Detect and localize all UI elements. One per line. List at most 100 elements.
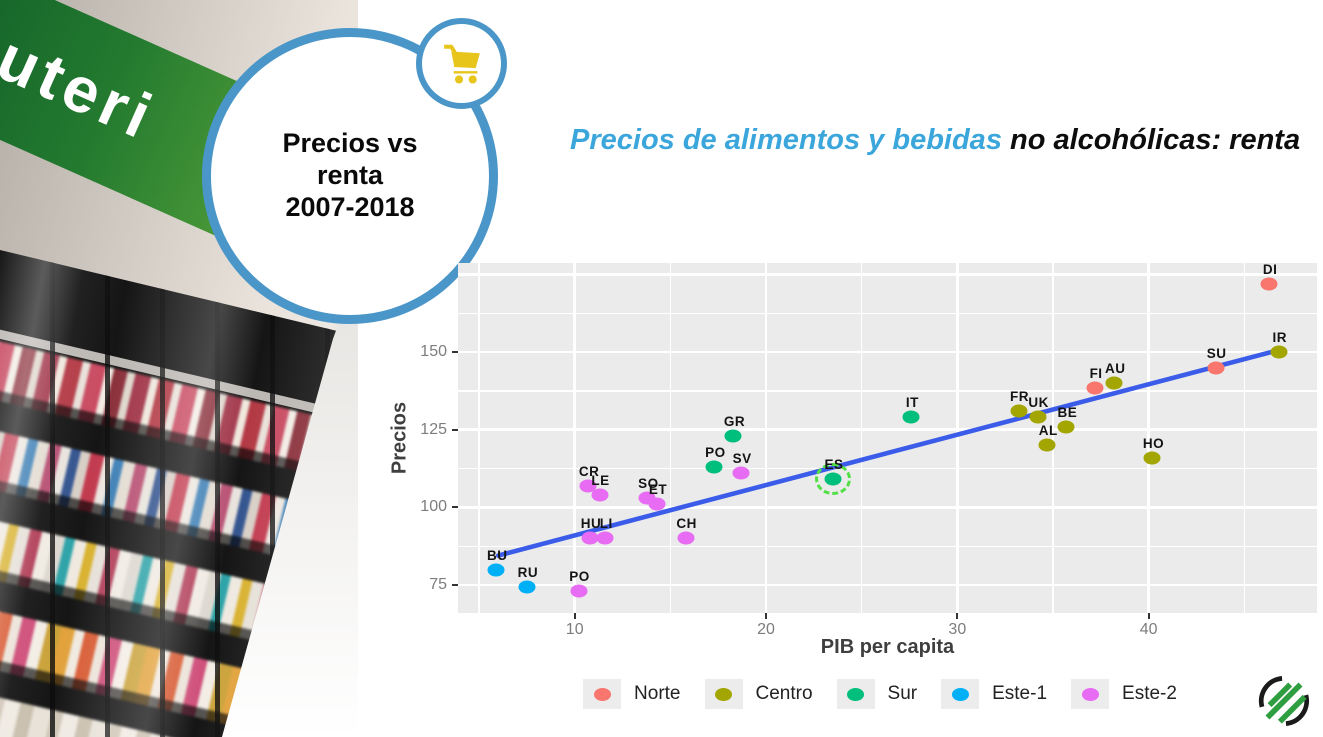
data-point-le [591, 488, 609, 502]
x-tick-label: 10 [565, 621, 584, 638]
gridline-major-vertical [956, 263, 959, 613]
data-point-label: BU [487, 547, 508, 563]
x-tick-label: 40 [1139, 621, 1158, 638]
data-point-di [1260, 277, 1278, 291]
legend-label: Este-2 [1122, 683, 1177, 704]
y-tick-mark [452, 506, 458, 509]
gridline-major-horizontal [458, 428, 1317, 432]
data-point-fi [1086, 381, 1104, 395]
legend-item-este-2: Este-2 [1071, 679, 1177, 709]
legend-key [836, 679, 875, 709]
x-tick-label: 30 [948, 621, 967, 638]
gridline-minor-vertical [860, 263, 863, 613]
legend-dot [951, 687, 969, 701]
data-point-label: AL [1038, 423, 1058, 439]
data-point-label: IR [1272, 330, 1287, 346]
data-point-label: GR [723, 413, 746, 429]
legend-item-norte: Norte [583, 679, 681, 709]
x-tick-label: 20 [757, 621, 775, 638]
legend-item-sur: Sur [836, 679, 918, 709]
y-tick-mark [452, 428, 458, 431]
legend-label: Este-1 [992, 683, 1048, 704]
data-point-ru [518, 580, 536, 594]
cart-badge-circle [416, 18, 507, 109]
data-point-al [1038, 438, 1056, 452]
data-point-sv [732, 466, 750, 480]
data-point-be [1057, 420, 1075, 434]
x-tick-mark [573, 613, 576, 619]
gridline-minor-vertical [669, 263, 672, 613]
store-sign-text: arcuteri [0, 0, 166, 154]
data-point-label: PO [705, 445, 726, 461]
data-point-label: FI [1089, 365, 1103, 381]
y-tick-label: 100 [420, 498, 447, 516]
data-point-label: PO [569, 569, 590, 585]
gridline-minor-horizontal [458, 467, 1317, 470]
data-point-au [1105, 376, 1123, 390]
data-point-label: RU [517, 564, 539, 580]
chart-legend: Norte Centro Sur Este-1 Este-2 [430, 672, 1323, 716]
gridline-minor-horizontal [458, 545, 1317, 547]
badge-line-2: renta [316, 160, 384, 191]
data-point-su [1207, 361, 1225, 375]
data-point-label: SV [732, 451, 752, 467]
gridline-major-horizontal [458, 273, 1317, 276]
data-point-fr [1010, 404, 1028, 418]
legend-dot [847, 687, 865, 701]
legend-key [1071, 679, 1110, 709]
data-point-label: UK [1028, 395, 1049, 411]
data-point-label: BE [1057, 404, 1078, 420]
gridline-minor-vertical [1243, 263, 1245, 613]
data-point-label: FR [1010, 389, 1030, 405]
legend-key [704, 679, 743, 709]
data-point-label: DI [1262, 261, 1278, 277]
gridline-minor-vertical [478, 263, 480, 613]
highlight-ring [814, 463, 851, 496]
data-point-po [570, 584, 588, 598]
data-point-label: IT [905, 395, 919, 411]
legend-label: Sur [887, 683, 918, 704]
data-point-ch [677, 531, 695, 545]
x-axis-title: PIB per capita [820, 636, 955, 658]
topic-badge-circle: Precios vs renta 2007-2018 [202, 28, 498, 324]
data-point-ho [1143, 451, 1161, 465]
y-tick-mark [452, 584, 458, 587]
legend-dot [1081, 687, 1099, 701]
legend-key [941, 679, 980, 709]
data-point-label: CH [676, 516, 697, 532]
data-point-ir [1270, 345, 1288, 359]
data-point-it [902, 410, 920, 424]
data-point-uk [1029, 410, 1047, 424]
data-point-label: ET [648, 482, 668, 498]
badge-line-3: 2007-2018 [285, 191, 415, 222]
legend-dot [593, 687, 611, 701]
data-point-label: SO [638, 476, 659, 492]
gridline-major-horizontal [458, 506, 1317, 509]
data-point-bu [487, 563, 505, 577]
slide-title-rest: no alcohólicas: renta [1001, 124, 1301, 156]
legend-key [583, 679, 622, 709]
scatter-plot-panel: DI SU FI IR AU FR UK BE AL HO IT GR PO ES SV CR LE SO ET HU… [458, 261, 1317, 613]
x-tick-mark [765, 613, 767, 619]
x-tick-mark [1147, 613, 1150, 619]
shopping-cart-icon [443, 44, 480, 84]
gridline-minor-vertical [1052, 263, 1054, 613]
data-point-label: SU [1206, 345, 1227, 361]
legend-dot [715, 687, 732, 701]
gridline-minor-horizontal [458, 312, 1317, 314]
x-tick-mark [956, 613, 959, 619]
slide-title: Precios de alimentos y bebidas no alcohó… [570, 124, 1300, 157]
legend-item-centro: Centro [704, 679, 813, 709]
legend-item-este-1: Este-1 [941, 679, 1047, 709]
data-point-label: CR [578, 463, 600, 479]
slide-title-highlight: Precios de alimentos y bebidas [570, 124, 1002, 156]
data-point-li [596, 531, 614, 545]
y-tick-label: 125 [420, 420, 447, 438]
data-point-gr [724, 429, 742, 443]
legend-label: Norte [634, 683, 681, 704]
data-point-label: LE [591, 472, 610, 488]
data-point-label: AU [1104, 361, 1126, 377]
y-tick-label: 75 [429, 576, 447, 594]
data-point-es [824, 472, 842, 486]
gridline-major-vertical [1147, 263, 1150, 613]
